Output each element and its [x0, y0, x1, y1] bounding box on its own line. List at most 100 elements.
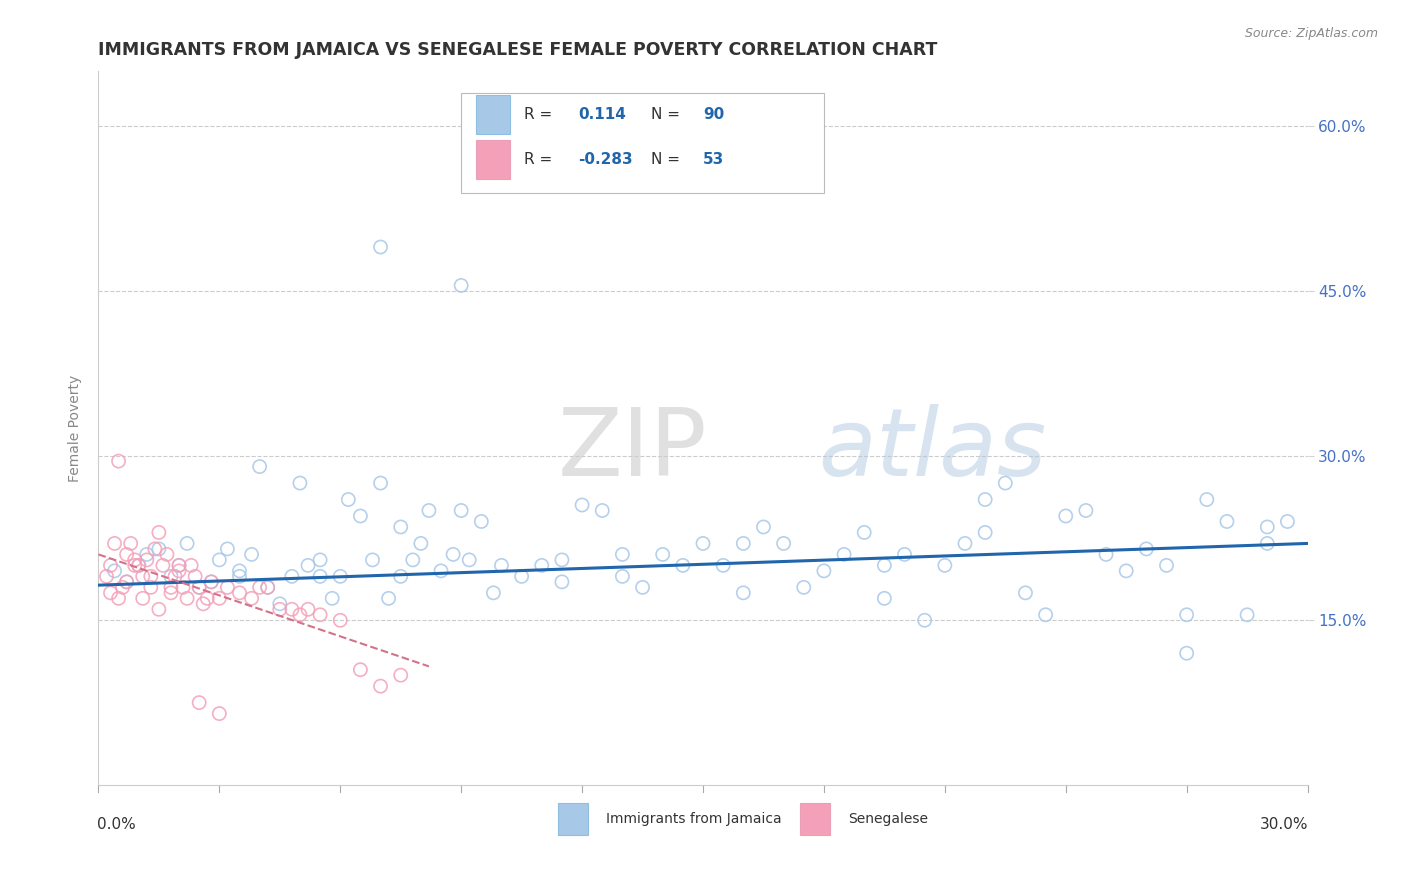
Point: [188, 580, 211, 594]
Point: [1256, 536, 1278, 550]
Point: [321, 591, 343, 606]
Bar: [558, 803, 588, 835]
Text: 0.0%: 0.0%: [97, 817, 136, 831]
Point: [281, 602, 304, 616]
Point: [370, 476, 392, 491]
Point: [281, 569, 304, 583]
Point: [132, 569, 155, 583]
Point: [491, 163, 513, 178]
Point: [160, 569, 183, 583]
Y-axis label: Female Poverty: Female Poverty: [69, 375, 83, 482]
Point: [692, 536, 714, 550]
Point: [160, 580, 183, 594]
Point: [337, 492, 360, 507]
Point: [813, 564, 835, 578]
Point: [482, 586, 505, 600]
Text: -0.283: -0.283: [578, 152, 633, 167]
Point: [100, 586, 122, 600]
Point: [441, 548, 464, 562]
Point: [510, 569, 533, 583]
Point: [733, 536, 755, 550]
Point: [124, 558, 146, 573]
Text: Senegalese: Senegalese: [848, 812, 928, 826]
Point: [571, 498, 593, 512]
Point: [256, 580, 278, 594]
Point: [1236, 607, 1258, 622]
Point: [793, 580, 815, 594]
Point: [139, 580, 162, 594]
Point: [143, 541, 166, 556]
Point: [167, 558, 190, 573]
Point: [591, 503, 613, 517]
Point: [176, 536, 198, 550]
Text: 0.114: 0.114: [578, 107, 626, 122]
Point: [458, 553, 481, 567]
Point: [120, 536, 142, 550]
Point: [1135, 541, 1157, 556]
Point: [551, 574, 574, 589]
Point: [551, 553, 574, 567]
Point: [389, 668, 412, 682]
Point: [612, 569, 634, 583]
Point: [832, 548, 855, 562]
Point: [1216, 515, 1239, 529]
Point: [156, 548, 179, 562]
Point: [409, 536, 432, 550]
Point: [124, 553, 146, 567]
Point: [103, 536, 125, 550]
Point: [1095, 548, 1118, 562]
Point: [269, 597, 291, 611]
Point: [128, 558, 150, 573]
Point: [195, 591, 218, 606]
Text: N =: N =: [651, 152, 685, 167]
Point: [329, 613, 352, 627]
Point: [1175, 646, 1198, 660]
Point: [612, 548, 634, 562]
Point: [240, 548, 263, 562]
Point: [402, 553, 425, 567]
Point: [1175, 607, 1198, 622]
Text: 53: 53: [703, 152, 724, 167]
Point: [228, 569, 250, 583]
Point: [148, 525, 170, 540]
Point: [167, 558, 190, 573]
Point: [172, 580, 194, 594]
Point: [128, 558, 150, 573]
Point: [288, 607, 311, 622]
Point: [349, 508, 371, 523]
Point: [249, 459, 271, 474]
Point: [249, 580, 271, 594]
Point: [953, 536, 976, 550]
Point: [288, 476, 311, 491]
Point: [389, 569, 412, 583]
Point: [530, 558, 553, 573]
Point: [994, 476, 1017, 491]
Point: [370, 240, 392, 254]
Point: [470, 515, 492, 529]
Point: [180, 558, 202, 573]
Point: [139, 569, 162, 583]
Text: 90: 90: [703, 107, 724, 122]
Point: [148, 541, 170, 556]
Point: [1054, 508, 1077, 523]
Point: [309, 553, 332, 567]
Point: [217, 541, 239, 556]
Point: [329, 569, 352, 583]
Point: [188, 580, 211, 594]
Point: [200, 574, 222, 589]
Point: [1035, 607, 1057, 622]
Point: [100, 558, 122, 573]
Text: Source: ZipAtlas.com: Source: ZipAtlas.com: [1244, 27, 1378, 40]
Text: IMMIGRANTS FROM JAMAICA VS SENEGALESE FEMALE POVERTY CORRELATION CHART: IMMIGRANTS FROM JAMAICA VS SENEGALESE FE…: [98, 41, 938, 59]
Point: [1115, 564, 1137, 578]
Point: [450, 278, 472, 293]
Bar: [800, 803, 830, 835]
Point: [208, 706, 231, 721]
Point: [240, 591, 263, 606]
Point: [167, 564, 190, 578]
Point: [389, 520, 412, 534]
Point: [193, 597, 215, 611]
Point: [297, 558, 319, 573]
Point: [631, 580, 654, 594]
Point: [228, 586, 250, 600]
